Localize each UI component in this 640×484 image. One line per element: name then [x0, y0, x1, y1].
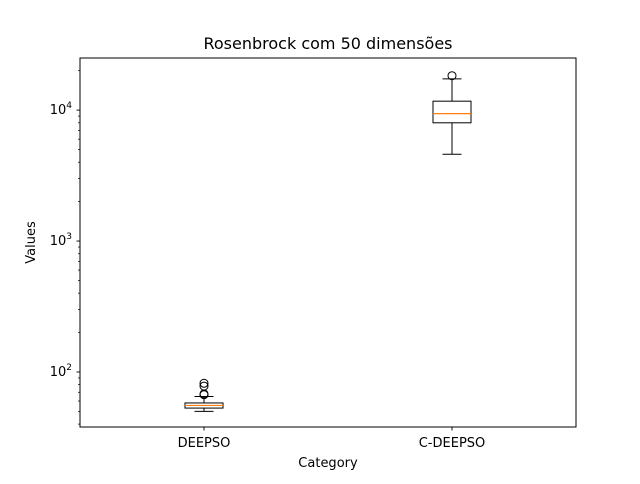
x-axis-label: Category [298, 456, 358, 471]
y-tick-label: 102 [50, 363, 72, 380]
plot-area-frame [79, 57, 577, 428]
outlier-point [199, 381, 209, 391]
x-axis-ticks: DEEPSO C-DEEPSO [178, 427, 486, 451]
y-axis-label: Values [24, 221, 39, 264]
x-tick-label: C-DEEPSO [419, 436, 486, 451]
x-tick-label: DEEPSO [178, 436, 231, 451]
y-tick-label: 104 [50, 101, 73, 118]
chart-title: Rosenbrock com 50 dimensões [203, 34, 452, 53]
y-tick-label: 103 [50, 232, 72, 249]
outlier-point [199, 378, 209, 388]
plot-marks [184, 71, 472, 412]
box-body [432, 100, 472, 124]
box-deepso [184, 378, 224, 412]
outlier-point [447, 71, 457, 81]
box-c-deepso [432, 71, 472, 155]
y-axis-ticks: 102 103 104 [50, 70, 80, 425]
